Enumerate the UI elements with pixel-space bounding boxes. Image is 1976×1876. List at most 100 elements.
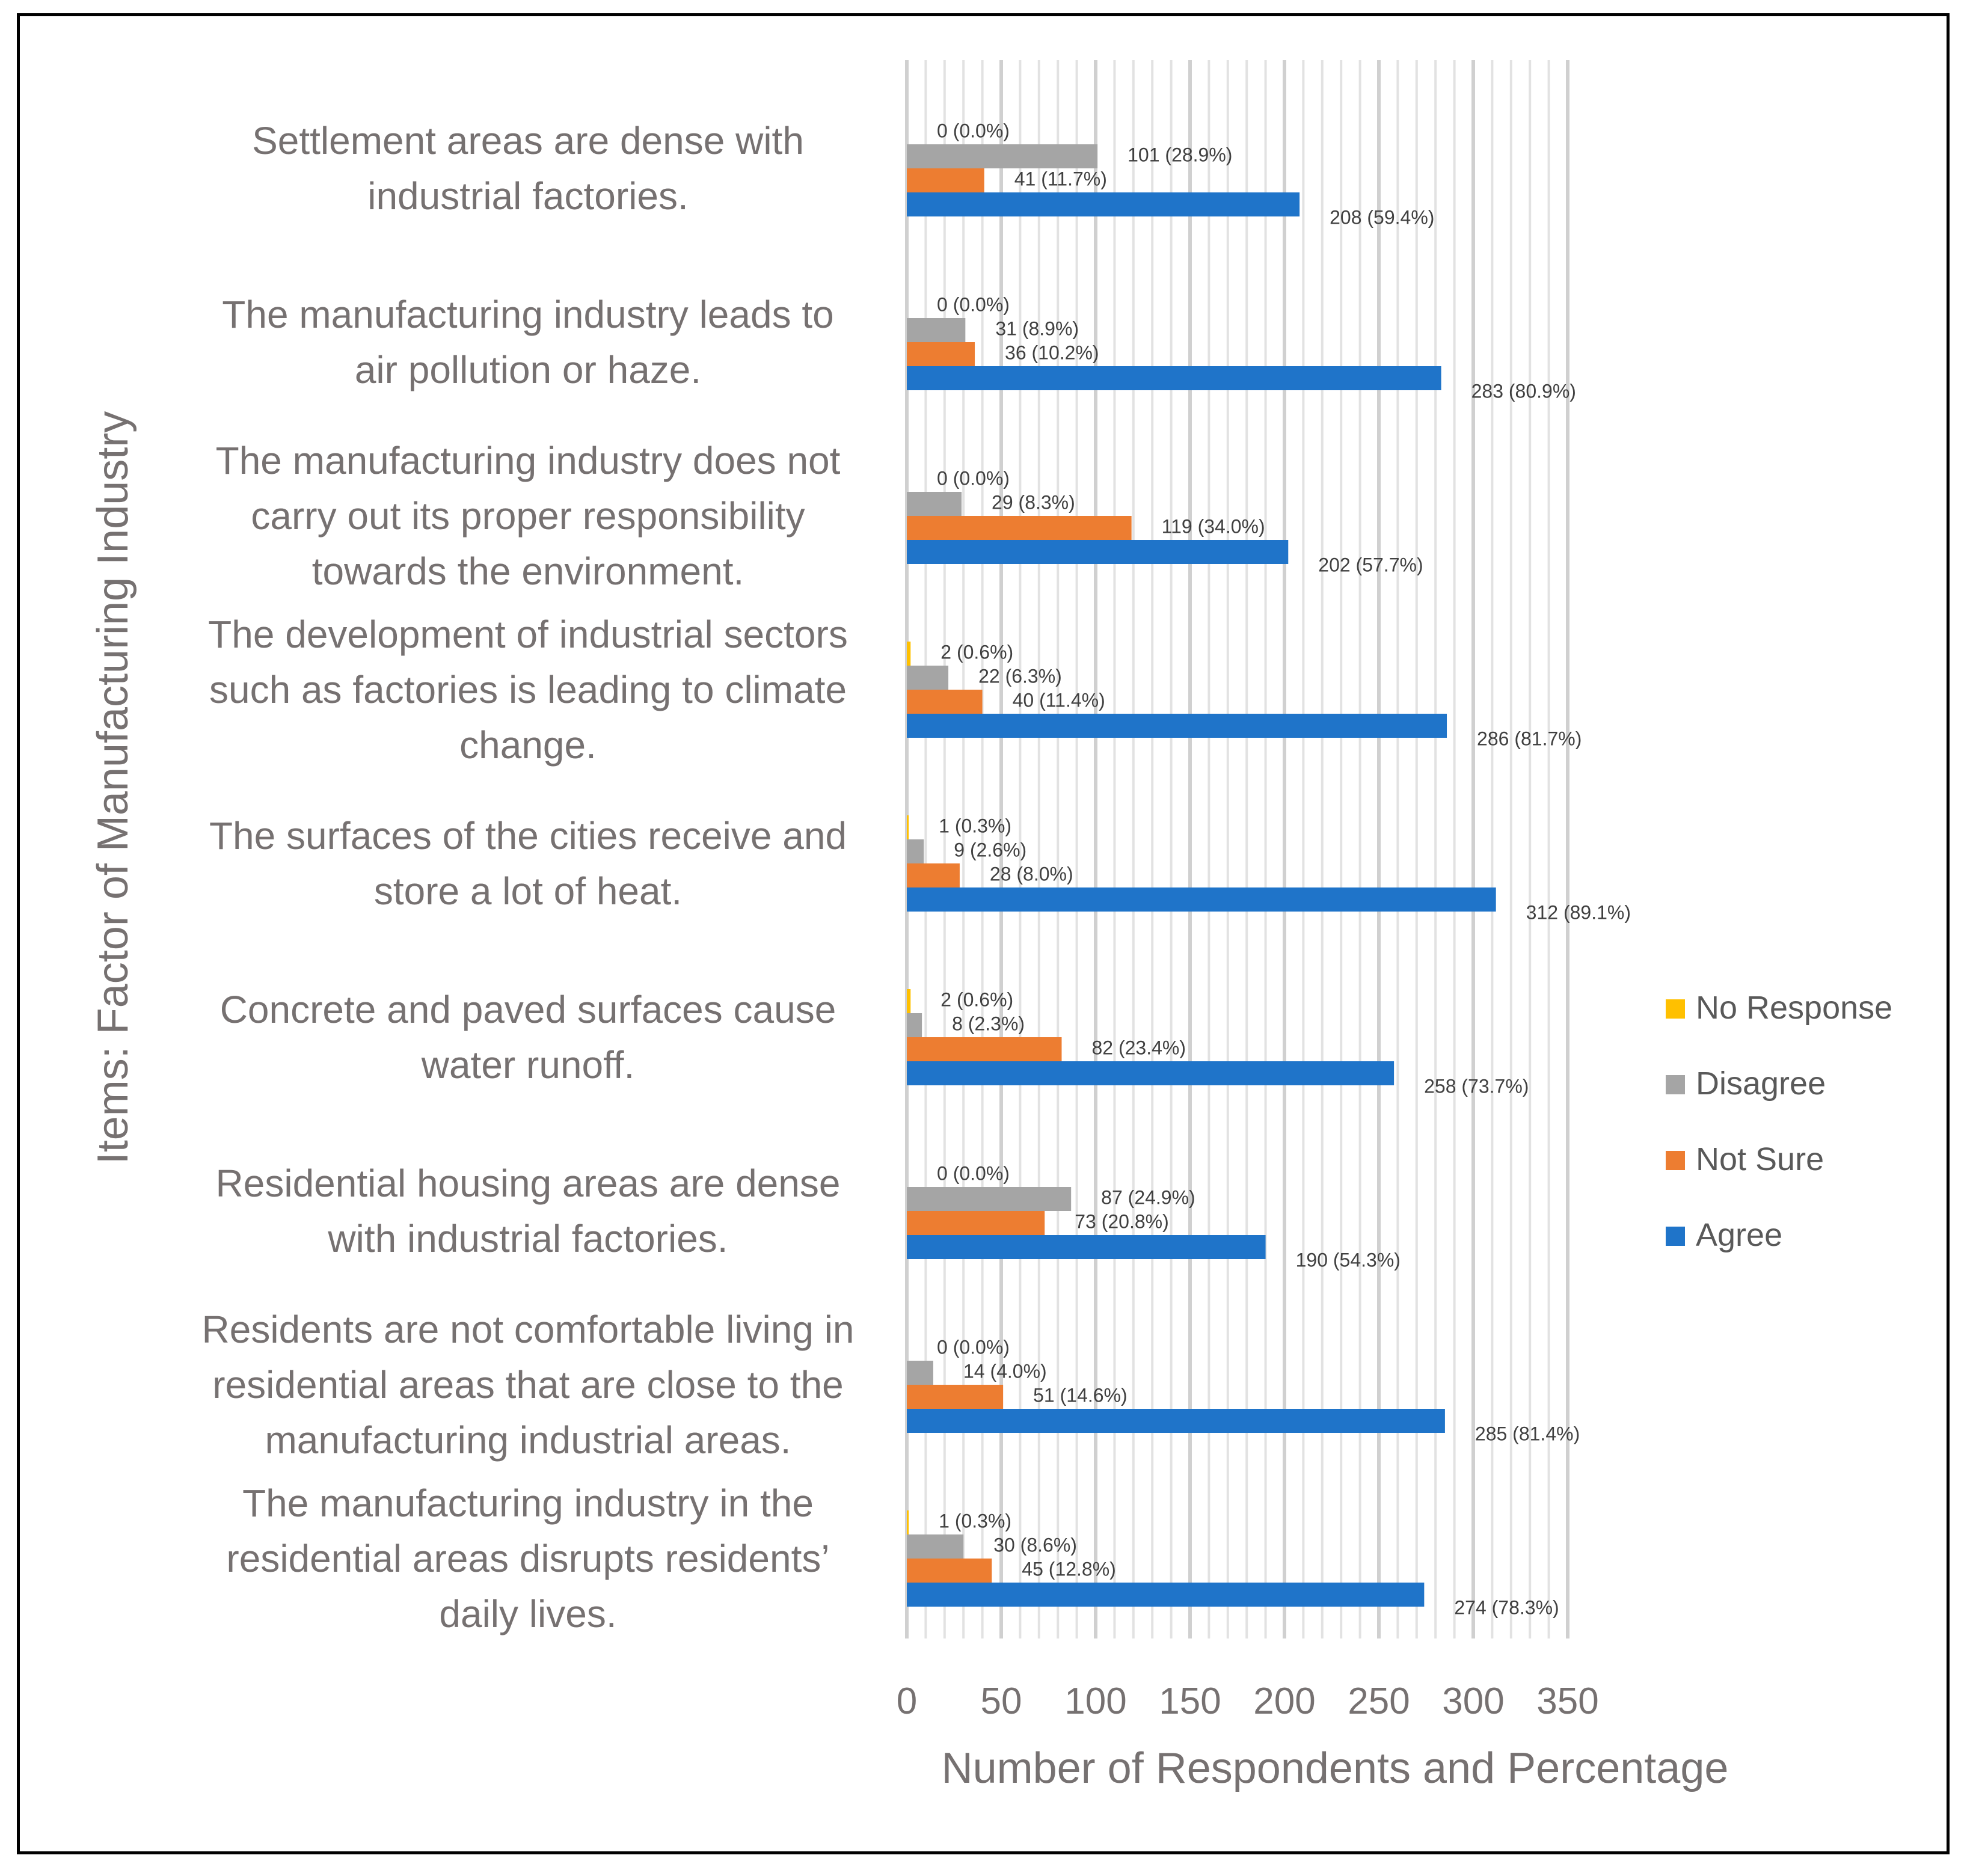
bar-disagree <box>907 318 966 342</box>
data-label: 31 (8.9%) <box>995 317 1079 339</box>
category-label-line: The manufacturing industry leads to <box>222 293 833 336</box>
data-label: 45 (12.8%) <box>1022 1558 1116 1580</box>
legend-swatch <box>1666 1151 1685 1170</box>
category-labels: Settlement areas are dense with industria… <box>202 119 855 1635</box>
x-tick-label: 100 <box>1064 1681 1126 1722</box>
bar-agree <box>907 192 1300 216</box>
data-label: 29 (8.3%) <box>992 491 1075 513</box>
bar-no-response <box>907 815 909 839</box>
category-label-line: with industrial factories. <box>327 1217 728 1260</box>
category-label-line: The manufacturing industry in the <box>242 1482 814 1525</box>
data-label: 0 (0.0%) <box>937 293 1010 315</box>
bar-agree <box>907 366 1441 390</box>
category-label-line: Settlement areas are dense with <box>252 119 804 162</box>
bar-no-response <box>907 642 911 666</box>
bars <box>907 144 1496 1607</box>
category-label-line: industrial factories. <box>367 174 689 218</box>
category-label-line: such as factories is leading to climate <box>209 668 847 711</box>
category-label-line: residential areas that are close to the <box>212 1363 844 1406</box>
legend: No Response Disagree Not Sure Agree <box>1666 990 1892 1253</box>
legend-swatch <box>1666 1075 1685 1094</box>
bar-not-sure <box>907 516 1132 540</box>
data-label: 285 (81.4%) <box>1475 1423 1580 1444</box>
data-label: 190 (54.3%) <box>1296 1249 1401 1271</box>
category-label-line: residential areas disrupts residents’ <box>226 1537 829 1580</box>
legend-swatch <box>1666 999 1685 1019</box>
data-label: 2 (0.6%) <box>940 641 1013 663</box>
data-label: 202 (57.7%) <box>1318 554 1423 575</box>
data-label: 22 (6.3%) <box>978 665 1062 687</box>
category-label-line: Residents are not comfortable living in <box>202 1308 855 1351</box>
legend-label: Not Sure <box>1696 1141 1824 1177</box>
bar-not-sure <box>907 1559 992 1583</box>
data-label: 36 (10.2%) <box>1005 342 1099 363</box>
data-label: 0 (0.0%) <box>937 1336 1010 1358</box>
category-label-line: The manufacturing industry does not <box>216 439 841 482</box>
x-tick-label: 50 <box>981 1681 1022 1722</box>
data-label: 30 (8.6%) <box>993 1534 1077 1556</box>
category-label-line: The development of industrial sectors <box>208 613 848 656</box>
data-label: 208 (59.4%) <box>1330 206 1434 228</box>
bar-not-sure <box>907 863 960 887</box>
bar-disagree <box>907 1187 1072 1211</box>
category-label-line: change. <box>459 723 597 767</box>
bar-not-sure <box>907 1211 1045 1235</box>
x-tick-label: 0 <box>897 1681 917 1722</box>
data-label: 2 (0.6%) <box>940 989 1013 1010</box>
category-label-line: manufacturing industrial areas. <box>265 1418 791 1462</box>
legend-label: Disagree <box>1696 1065 1826 1102</box>
x-tick-label: 250 <box>1348 1681 1410 1722</box>
x-tick-label: 350 <box>1536 1681 1598 1722</box>
category-label: The development of industrial sectors suc… <box>208 613 848 767</box>
bar-not-sure <box>907 1385 1004 1409</box>
bar-not-sure <box>907 342 975 366</box>
data-label: 258 (73.7%) <box>1424 1075 1529 1097</box>
category-label-line: daily lives. <box>439 1592 616 1635</box>
data-label: 28 (8.0%) <box>990 863 1073 884</box>
data-label: 40 (11.4%) <box>1013 689 1105 711</box>
category-label: The manufacturing industry in the residen… <box>226 1482 829 1635</box>
data-label: 312 (89.1%) <box>1526 901 1631 923</box>
data-labels: 0 (0.0%) 101 (28.9%) 41 (11.7%) 208 (59.4%)… <box>937 120 1631 1618</box>
bar-disagree <box>907 144 1098 168</box>
category-label: Residents are not comfortable living in r… <box>202 1308 855 1462</box>
category-label-line: Residential housing areas are dense <box>216 1162 841 1205</box>
data-label: 51 (14.6%) <box>1033 1384 1128 1406</box>
bar-agree <box>907 1583 1425 1607</box>
data-label: 0 (0.0%) <box>937 467 1010 489</box>
bar-disagree <box>907 492 962 516</box>
bar-agree <box>907 714 1447 738</box>
bar-disagree <box>907 1534 964 1559</box>
category-label: Concrete and paved surfaces cause water r… <box>220 988 836 1087</box>
data-label: 0 (0.0%) <box>937 120 1010 141</box>
bar-no-response <box>907 989 911 1013</box>
data-label: 1 (0.3%) <box>939 815 1011 836</box>
data-label: 283 (80.9%) <box>1471 380 1576 402</box>
data-label: 41 (11.7%) <box>1014 168 1107 189</box>
bar-agree <box>907 540 1289 564</box>
bar-disagree <box>907 839 924 863</box>
y-axis-title: Items: Factor of Manufacturing Industry <box>89 411 137 1165</box>
x-axis-title: Number of Respondents and Percentage <box>942 1744 1729 1792</box>
data-label: 119 (34.0%) <box>1162 515 1265 537</box>
bar-disagree <box>907 1013 922 1037</box>
data-label: 9 (2.6%) <box>954 839 1026 860</box>
x-tick-label: 150 <box>1159 1681 1221 1722</box>
bar-not-sure <box>907 1037 1062 1061</box>
category-label-line: air pollution or haze. <box>355 348 701 391</box>
data-label: 8 (2.3%) <box>952 1013 1025 1034</box>
data-label: 101 (28.9%) <box>1128 144 1232 165</box>
bar-agree <box>907 1061 1395 1085</box>
category-label: The manufacturing industry leads to air p… <box>222 293 833 391</box>
legend-swatch <box>1666 1227 1685 1246</box>
bar-agree <box>907 1235 1266 1259</box>
data-label: 73 (20.8%) <box>1075 1210 1169 1232</box>
bar-not-sure <box>907 168 984 192</box>
data-label: 14 (4.0%) <box>963 1360 1047 1382</box>
category-label: The surfaces of the cities receive and st… <box>209 814 847 913</box>
x-tick-label: 300 <box>1442 1681 1504 1722</box>
x-tick-label: 200 <box>1253 1681 1315 1722</box>
category-label-line: store a lot of heat. <box>374 869 682 913</box>
category-label: The manufacturing industry does not carry… <box>216 439 841 593</box>
